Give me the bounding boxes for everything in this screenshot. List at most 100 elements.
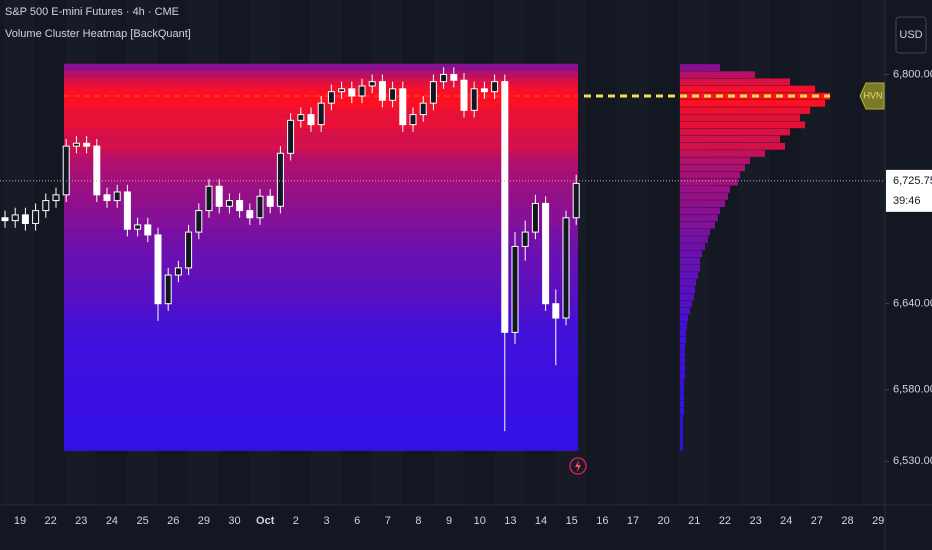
heatmap-band <box>64 214 578 222</box>
heatmap-band <box>64 357 578 365</box>
heatmap-band <box>64 429 578 437</box>
heatmap-band <box>64 364 578 373</box>
heatmap-band <box>64 335 578 344</box>
profile-bar <box>680 322 687 329</box>
candle-body <box>480 88 488 93</box>
candle-body <box>287 119 295 154</box>
profile-bar <box>680 250 702 258</box>
x-tick-label: 24 <box>780 515 792 527</box>
profile-bar <box>680 114 800 122</box>
heatmap-band <box>64 257 578 265</box>
candle-body <box>348 88 356 97</box>
profile-bar <box>680 271 698 279</box>
heatmap-band <box>64 328 578 337</box>
last-price-label: 6,725.75 <box>893 175 932 187</box>
heatmap-band <box>64 235 578 244</box>
heatmap-band <box>64 171 578 179</box>
heatmap-band <box>64 285 578 294</box>
candle-body <box>225 200 233 207</box>
candle-body <box>511 245 519 333</box>
profile-bar <box>680 64 720 71</box>
profile-bar <box>680 314 688 322</box>
alert-circle[interactable] <box>569 457 587 475</box>
candle-body <box>491 81 499 93</box>
y-tick-label: 6,640.00 <box>893 298 932 310</box>
heatmap-band <box>64 192 578 201</box>
profile-bar <box>680 357 685 365</box>
x-tick-label: 14 <box>535 515 547 527</box>
heatmap-band <box>64 264 578 272</box>
x-tick-label: 24 <box>106 515 118 527</box>
candle-body <box>21 214 29 224</box>
candle-body <box>307 114 315 126</box>
candle-body <box>409 114 417 126</box>
x-tick-label: 28 <box>841 515 853 527</box>
currency-button[interactable] <box>895 16 927 54</box>
heatmap-band <box>64 221 578 229</box>
x-tick-label: 16 <box>596 515 608 527</box>
x-tick-label: 15 <box>566 515 578 527</box>
candle-body <box>327 91 335 104</box>
candle-body <box>389 88 397 101</box>
x-tick-label: 29 <box>198 515 210 527</box>
hvn-badge <box>859 82 885 110</box>
candle-body <box>205 185 213 212</box>
profile-bar <box>680 436 683 444</box>
candle-body <box>276 152 284 207</box>
candle-body <box>72 142 80 147</box>
plot: HVN <box>0 67 885 432</box>
profile-bar <box>680 293 694 301</box>
heatmap-band <box>64 207 578 215</box>
x-tick-label: 27 <box>811 515 823 527</box>
heatmap-band <box>64 314 578 322</box>
heatmap-band <box>64 393 578 401</box>
heatmap-band <box>64 228 578 236</box>
heatmap-band <box>64 371 578 380</box>
heatmap-band <box>64 436 578 444</box>
candle-body <box>572 182 580 219</box>
candle-body <box>317 102 325 126</box>
profile-bar <box>680 343 685 351</box>
heatmap-band <box>64 78 578 86</box>
x-tick-label: 23 <box>75 515 87 527</box>
x-tick-label: 26 <box>167 515 179 527</box>
candle-body <box>1 217 9 222</box>
x-tick-label: 8 <box>415 515 421 527</box>
profile-bar <box>680 78 790 86</box>
heatmap-band <box>64 307 578 315</box>
profile-bar <box>680 135 780 143</box>
candle-body <box>501 81 509 333</box>
profile-bar <box>680 214 718 222</box>
candle-body <box>185 231 193 269</box>
candle-body <box>429 81 437 104</box>
alert-icon[interactable] <box>569 457 587 475</box>
heatmap-band <box>64 443 578 451</box>
heatmap-band <box>64 142 578 151</box>
heatmap-band <box>64 400 578 408</box>
heatmap-band <box>64 321 578 330</box>
alert-bolt[interactable] <box>575 460 581 472</box>
profile-bar <box>680 279 696 286</box>
volume-profile <box>680 64 830 451</box>
candle-body <box>123 191 131 230</box>
heatmap-band <box>64 350 578 358</box>
currency-label[interactable]: USD <box>899 29 922 41</box>
candle-body <box>521 231 529 247</box>
profile-bar <box>680 364 685 372</box>
candle-body <box>562 217 570 319</box>
last-price-box <box>886 169 932 212</box>
candle-body <box>113 191 121 202</box>
candle-body <box>399 88 407 126</box>
indicator-name: Volume Cluster Heatmap [BackQuant] <box>5 28 191 40</box>
candle-body <box>62 145 70 196</box>
x-tick-label: 30 <box>228 515 240 527</box>
heatmap-band <box>64 278 578 287</box>
y-tick-label: 6,800.00 <box>893 68 932 80</box>
profile-bar <box>680 443 683 451</box>
x-tick-label: 6 <box>354 515 360 527</box>
x-tick-label: 23 <box>749 515 761 527</box>
candle-body <box>470 88 478 111</box>
x-tick-label: Oct <box>256 515 275 527</box>
countdown-label: 39:46 <box>893 195 921 207</box>
